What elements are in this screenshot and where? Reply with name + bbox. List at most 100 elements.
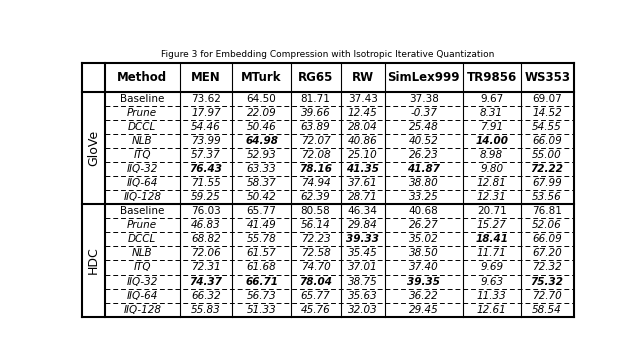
Text: DCCL: DCCL: [128, 235, 156, 244]
Text: Baseline: Baseline: [120, 94, 164, 104]
Text: Baseline: Baseline: [120, 206, 164, 216]
Text: 17.97: 17.97: [191, 108, 221, 118]
Text: 66.71: 66.71: [245, 277, 278, 287]
Text: 58.54: 58.54: [532, 304, 562, 315]
Text: 76.03: 76.03: [191, 206, 221, 216]
Text: 38.80: 38.80: [409, 178, 438, 188]
Text: IIQ-32: IIQ-32: [127, 277, 158, 287]
Text: 72.70: 72.70: [532, 291, 562, 300]
Text: 11.33: 11.33: [477, 291, 507, 300]
Text: 15.27: 15.27: [477, 220, 507, 230]
Text: 55.83: 55.83: [191, 304, 221, 315]
Text: 66.09: 66.09: [532, 235, 562, 244]
Text: 72.23: 72.23: [301, 235, 330, 244]
Text: 65.77: 65.77: [301, 291, 330, 300]
Text: 11.71: 11.71: [477, 248, 507, 258]
Text: 12.81: 12.81: [477, 178, 507, 188]
Text: GloVe: GloVe: [87, 130, 100, 166]
Text: DCCL: DCCL: [128, 122, 156, 132]
Text: 8.31: 8.31: [480, 108, 503, 118]
Text: 55.78: 55.78: [246, 235, 276, 244]
Text: 35.63: 35.63: [348, 291, 378, 300]
Text: 53.56: 53.56: [532, 192, 562, 202]
Text: 28.04: 28.04: [348, 122, 378, 132]
Text: 76.43: 76.43: [189, 164, 223, 174]
Text: 41.49: 41.49: [246, 220, 276, 230]
Text: 67.20: 67.20: [532, 248, 562, 258]
Text: 73.99: 73.99: [191, 136, 221, 146]
Text: 74.94: 74.94: [301, 178, 330, 188]
Text: 72.58: 72.58: [301, 248, 330, 258]
Text: 50.46: 50.46: [246, 122, 276, 132]
Text: NLB: NLB: [132, 136, 152, 146]
Text: Method: Method: [117, 71, 167, 84]
Text: IIQ-128: IIQ-128: [124, 192, 161, 202]
Text: 69.07: 69.07: [532, 94, 562, 104]
Text: 32.03: 32.03: [348, 304, 378, 315]
Text: 14.00: 14.00: [476, 136, 508, 146]
Text: IIQ-32: IIQ-32: [127, 164, 158, 174]
Text: 39.33: 39.33: [346, 235, 380, 244]
Text: 37.43: 37.43: [348, 94, 378, 104]
Text: IIQ-64: IIQ-64: [127, 291, 158, 300]
Text: 63.33: 63.33: [246, 164, 276, 174]
Text: 78.16: 78.16: [299, 164, 332, 174]
Text: ITQ: ITQ: [134, 150, 151, 160]
Text: 61.68: 61.68: [246, 262, 276, 273]
Text: 39.66: 39.66: [301, 108, 330, 118]
Text: 52.06: 52.06: [532, 220, 562, 230]
Text: 45.76: 45.76: [301, 304, 330, 315]
Text: 20.71: 20.71: [477, 206, 507, 216]
Text: 26.27: 26.27: [409, 220, 438, 230]
Text: 35.02: 35.02: [409, 235, 438, 244]
Text: 59.25: 59.25: [191, 192, 221, 202]
Text: 76.81: 76.81: [532, 206, 562, 216]
Text: 74.70: 74.70: [301, 262, 330, 273]
Text: 54.46: 54.46: [191, 122, 221, 132]
Text: 56.14: 56.14: [301, 220, 330, 230]
Text: HDC: HDC: [87, 247, 100, 274]
Text: 72.22: 72.22: [531, 164, 564, 174]
Text: 25.48: 25.48: [409, 122, 438, 132]
Text: 33.25: 33.25: [409, 192, 438, 202]
Text: Prune: Prune: [127, 220, 157, 230]
Text: MEN: MEN: [191, 71, 221, 84]
Text: NLB: NLB: [132, 248, 152, 258]
Text: 50.42: 50.42: [246, 192, 276, 202]
Text: 66.09: 66.09: [532, 136, 562, 146]
Text: 51.33: 51.33: [246, 304, 276, 315]
Text: RW: RW: [351, 71, 374, 84]
Text: 73.62: 73.62: [191, 94, 221, 104]
Text: 57.37: 57.37: [191, 150, 221, 160]
Text: SimLex999: SimLex999: [387, 71, 460, 84]
Text: 36.22: 36.22: [409, 291, 438, 300]
Text: 29.45: 29.45: [409, 304, 438, 315]
Text: 37.40: 37.40: [409, 262, 438, 273]
Text: 12.61: 12.61: [477, 304, 507, 315]
Text: 8.98: 8.98: [480, 150, 503, 160]
Text: 58.37: 58.37: [246, 178, 276, 188]
Text: 65.77: 65.77: [246, 206, 276, 216]
Text: 67.99: 67.99: [532, 178, 562, 188]
Text: -0.37: -0.37: [410, 108, 437, 118]
Text: 72.31: 72.31: [191, 262, 221, 273]
Text: 37.01: 37.01: [348, 262, 378, 273]
Text: 75.32: 75.32: [531, 277, 564, 287]
Text: 56.73: 56.73: [246, 291, 276, 300]
Text: MTurk: MTurk: [241, 71, 282, 84]
Text: 72.07: 72.07: [301, 136, 330, 146]
Text: 55.00: 55.00: [532, 150, 562, 160]
Text: 7.91: 7.91: [480, 122, 503, 132]
Text: 63.89: 63.89: [301, 122, 330, 132]
Text: IIQ-64: IIQ-64: [127, 178, 158, 188]
Text: 37.38: 37.38: [409, 94, 438, 104]
Text: 46.83: 46.83: [191, 220, 221, 230]
Text: 54.55: 54.55: [532, 122, 562, 132]
Text: 22.09: 22.09: [246, 108, 276, 118]
Text: 72.06: 72.06: [191, 248, 221, 258]
Text: 28.71: 28.71: [348, 192, 378, 202]
Text: Prune: Prune: [127, 108, 157, 118]
Text: Figure 3 for Embedding Compression with Isotropic Iterative Quantization: Figure 3 for Embedding Compression with …: [161, 50, 495, 59]
Text: 80.58: 80.58: [301, 206, 330, 216]
Text: 66.32: 66.32: [191, 291, 221, 300]
